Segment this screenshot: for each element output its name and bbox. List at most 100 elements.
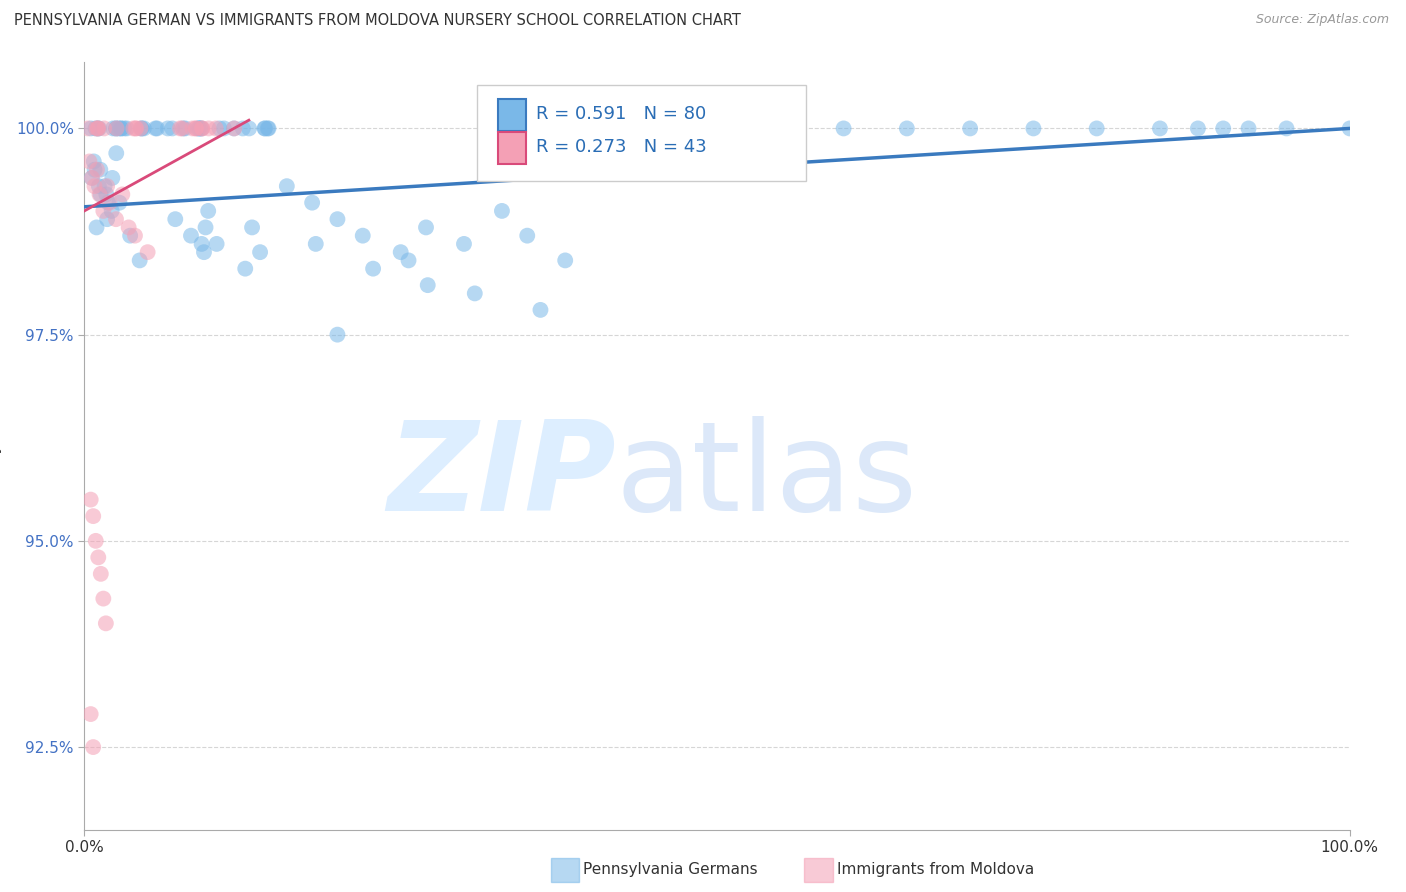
Point [205, 236, 228, 251]
Point [165, 212, 187, 227]
Point [86, 162, 108, 177]
Point [93, 591, 115, 606]
Point [90, 187, 112, 202]
Text: PENNSYLVANIA GERMAN VS IMMIGRANTS FROM MOLDOVA NURSERY SCHOOL CORRELATION CHART: PENNSYLVANIA GERMAN VS IMMIGRANTS FROM M… [14, 13, 741, 29]
Point [181, 121, 204, 136]
Point [305, 236, 328, 251]
Point [131, 121, 153, 136]
Point [326, 327, 349, 342]
Point [98, 195, 121, 210]
Point [156, 121, 179, 136]
Point [1022, 121, 1045, 136]
Text: R = 0.273   N = 43: R = 0.273 N = 43 [536, 138, 707, 156]
Point [145, 121, 167, 136]
Point [105, 121, 128, 136]
Point [190, 121, 212, 136]
Point [301, 195, 323, 210]
Point [84, 533, 107, 548]
Text: ZIP: ZIP [387, 417, 616, 537]
Point [96, 187, 118, 202]
Point [204, 121, 226, 136]
Point [224, 121, 246, 136]
Bar [498, 132, 526, 164]
Point [276, 179, 298, 194]
Point [253, 121, 276, 136]
Point [87, 121, 110, 136]
Point [112, 121, 135, 136]
Point [79, 154, 101, 169]
Point [1149, 121, 1171, 136]
Point [100, 203, 122, 218]
Point [1085, 121, 1108, 136]
Point [82, 740, 104, 755]
Point [1237, 121, 1260, 136]
Point [83, 162, 105, 177]
Point [132, 121, 155, 136]
Point [93, 203, 115, 218]
Point [187, 121, 209, 136]
Point [84, 121, 107, 136]
Point [125, 121, 148, 136]
Point [238, 121, 260, 136]
Bar [498, 99, 526, 131]
Point [122, 121, 145, 136]
FancyBboxPatch shape [477, 86, 806, 181]
Point [111, 187, 134, 202]
Y-axis label: Nursery School: Nursery School [0, 383, 1, 509]
Point [93, 179, 115, 194]
Point [105, 121, 128, 136]
Text: R = 0.591   N = 80: R = 0.591 N = 80 [536, 105, 706, 123]
Point [86, 121, 108, 136]
Point [93, 121, 115, 136]
Point [80, 170, 103, 185]
Point [253, 121, 276, 136]
Point [136, 245, 159, 260]
Point [86, 220, 108, 235]
Point [83, 154, 105, 169]
Point [197, 121, 219, 136]
Point [194, 220, 217, 235]
Point [516, 228, 538, 243]
Point [188, 121, 211, 136]
Point [896, 121, 918, 136]
Point [415, 220, 437, 235]
Point [80, 121, 103, 136]
Point [190, 236, 212, 251]
Point [97, 195, 120, 210]
Point [554, 253, 576, 268]
Point [115, 121, 138, 136]
Point [959, 121, 981, 136]
Point [191, 121, 214, 136]
Point [146, 121, 169, 136]
Point [105, 212, 127, 227]
Point [352, 228, 374, 243]
Text: Source: ZipAtlas.com: Source: ZipAtlas.com [1256, 13, 1389, 27]
Point [832, 121, 855, 136]
Point [1212, 121, 1234, 136]
Point [169, 121, 191, 136]
Point [131, 121, 153, 136]
Point [232, 121, 254, 136]
Point [87, 550, 110, 565]
Point [110, 121, 132, 136]
Point [1275, 121, 1298, 136]
Point [184, 121, 207, 136]
Point [769, 121, 792, 136]
Point [398, 253, 420, 268]
Point [87, 121, 110, 136]
Point [108, 195, 131, 210]
Point [79, 707, 103, 722]
Point [208, 121, 231, 136]
Point [1187, 121, 1209, 136]
Point [90, 566, 112, 581]
Point [108, 121, 131, 136]
Point [87, 121, 110, 136]
Point [256, 121, 278, 136]
Point [79, 492, 103, 507]
Point [129, 121, 152, 136]
Text: atlas: atlas [616, 417, 918, 537]
Point [89, 187, 111, 202]
Point [105, 146, 128, 161]
Point [188, 121, 211, 136]
Point [124, 228, 146, 243]
